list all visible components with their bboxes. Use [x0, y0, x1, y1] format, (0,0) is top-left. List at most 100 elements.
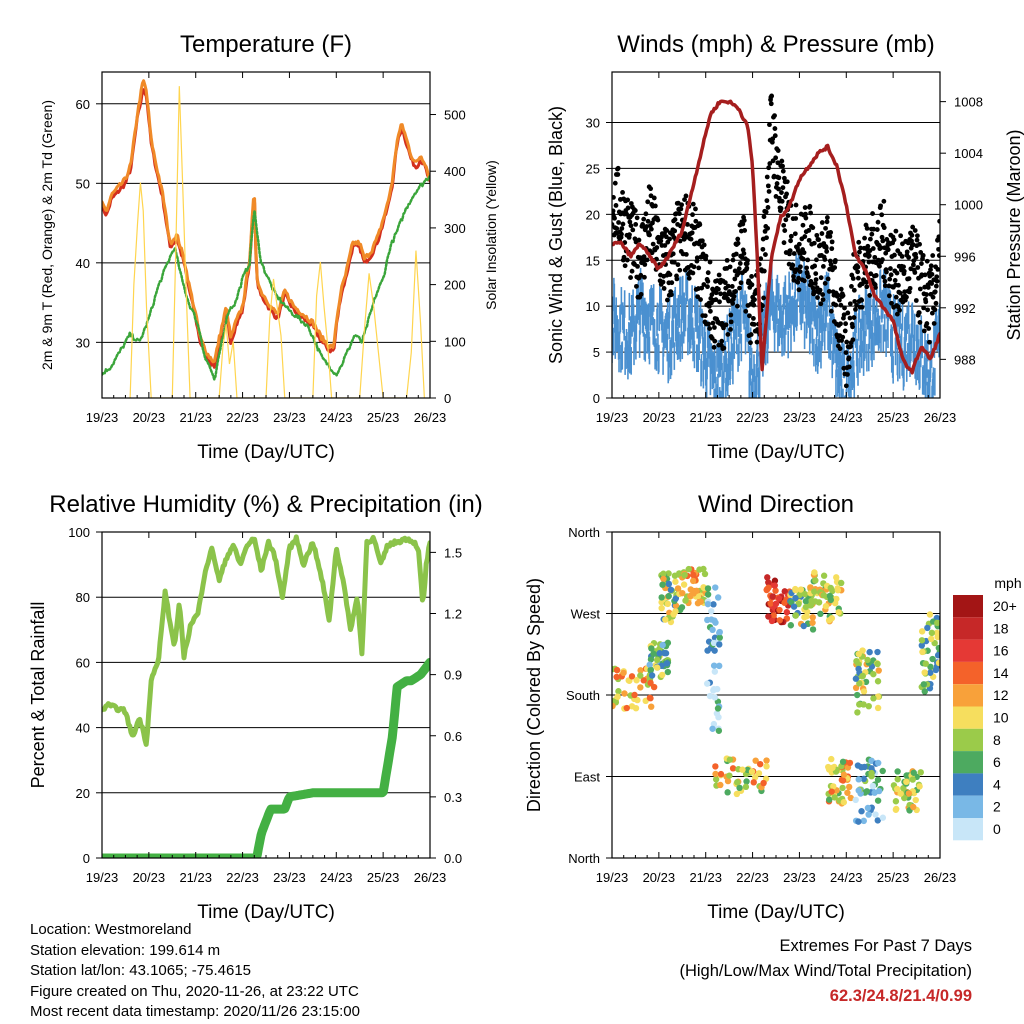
y-axis-label: 2m & 9m T (Red, Orange) & 2m Td (Green) [39, 100, 55, 370]
direction-point [680, 581, 688, 588]
wind-gust-point [833, 302, 839, 308]
wind-gust-point [696, 265, 702, 271]
wind-gust-point [818, 301, 824, 307]
direction-point [864, 656, 871, 664]
direction-point [716, 641, 723, 648]
direction-point [628, 703, 636, 710]
direction-point [648, 645, 655, 652]
direction-point [633, 677, 640, 684]
wind-gust-point [937, 218, 940, 224]
wind-gust-point [767, 122, 772, 128]
wind-gust-point [746, 313, 752, 319]
wind-gust-point [884, 269, 889, 275]
wind-gust-point [880, 238, 886, 244]
wind-gust-point [625, 205, 631, 211]
wind-gust-point [691, 264, 697, 270]
wind-gust-point [729, 283, 735, 289]
wind-gust-point [929, 281, 935, 286]
wind-gust-point [865, 243, 871, 249]
wind-gust-point [701, 242, 707, 248]
chart-title: Wind Direction [698, 491, 854, 518]
wind-gust-point [806, 228, 812, 233]
y2-tick-label: 1000 [954, 198, 983, 213]
wind-gust-point [629, 268, 635, 274]
wind-gust-point [689, 230, 695, 236]
wind-gust-point [672, 217, 678, 222]
direction-point [714, 685, 721, 693]
y2-tick-label: 1.5 [444, 545, 462, 560]
wind-gust-point [733, 288, 738, 294]
wind-gust-point [826, 289, 832, 294]
wind-gust-point [736, 270, 742, 276]
wind-gust-point [878, 245, 884, 251]
wind-gust-point [713, 297, 719, 303]
legend-swatch [953, 617, 983, 640]
direction-point [874, 704, 882, 712]
x-tick-label: 20/23 [133, 410, 166, 425]
wind-gust-point [913, 298, 919, 303]
direction-point [665, 592, 672, 600]
legend-label: 6 [993, 754, 1001, 770]
wind-gust-point [765, 183, 771, 189]
wind-gust-point [675, 262, 681, 268]
y-tick-label: 60 [76, 97, 90, 112]
direction-point [653, 664, 661, 671]
wind-gust-point [813, 271, 819, 276]
x-tick-label: 26/23 [924, 410, 957, 425]
direction-point [856, 680, 863, 687]
direction-point [613, 666, 621, 674]
wind-gust-point [862, 235, 867, 241]
direction-point [647, 679, 654, 687]
direction-point [797, 586, 805, 593]
y2-tick-label: 300 [444, 221, 466, 236]
wind-gust-point [664, 228, 670, 233]
wind-gust-point [772, 126, 778, 131]
direction-point [710, 601, 717, 608]
direction-point [716, 634, 723, 641]
wind-gust-point [763, 209, 769, 215]
direction-point [820, 592, 827, 599]
direction-point [776, 606, 783, 614]
direction-point [792, 612, 800, 619]
wind-gust-point [928, 267, 933, 273]
x-tick-label: 20/23 [133, 870, 166, 885]
wind-gust-point [850, 324, 855, 330]
wind-gust-point [766, 189, 772, 194]
direction-point [926, 611, 934, 618]
direction-point [852, 796, 859, 804]
legend-swatch [953, 661, 983, 685]
direction-point [648, 703, 655, 710]
direction-point [710, 639, 718, 647]
y2-tick-label: 0 [444, 391, 451, 406]
direction-point [717, 770, 725, 778]
wind-gust-point [796, 287, 802, 293]
direction-point [892, 798, 900, 805]
wind-gust-point [779, 198, 785, 204]
direction-point [866, 648, 873, 656]
direction-point [893, 805, 900, 813]
direction-point [921, 669, 928, 676]
direction-point [751, 774, 759, 781]
direction-point [860, 817, 867, 825]
wind-gust-point [764, 198, 770, 204]
direction-point [929, 655, 936, 663]
direction-point [839, 777, 847, 784]
direction-point [768, 617, 776, 625]
wind-gust-point [819, 220, 825, 225]
wind-gust-point [780, 168, 786, 174]
wind-gust-point [712, 338, 718, 344]
wind-gust-point [751, 322, 757, 327]
wind-gust-point [779, 158, 785, 164]
wind-gust-point [929, 271, 935, 277]
wind-gust-point [891, 237, 897, 243]
wind-gust-point [628, 223, 634, 229]
wind-gust-point [745, 258, 750, 263]
direction-point [659, 581, 666, 588]
wind-gust-point [866, 253, 872, 259]
wind-gust-point [671, 259, 677, 265]
wind-gust-point [694, 255, 700, 261]
wind-gust-point [848, 343, 854, 349]
wind-gust-point [730, 257, 736, 263]
direction-point [790, 603, 798, 610]
y-tick-label: 30 [586, 116, 600, 131]
